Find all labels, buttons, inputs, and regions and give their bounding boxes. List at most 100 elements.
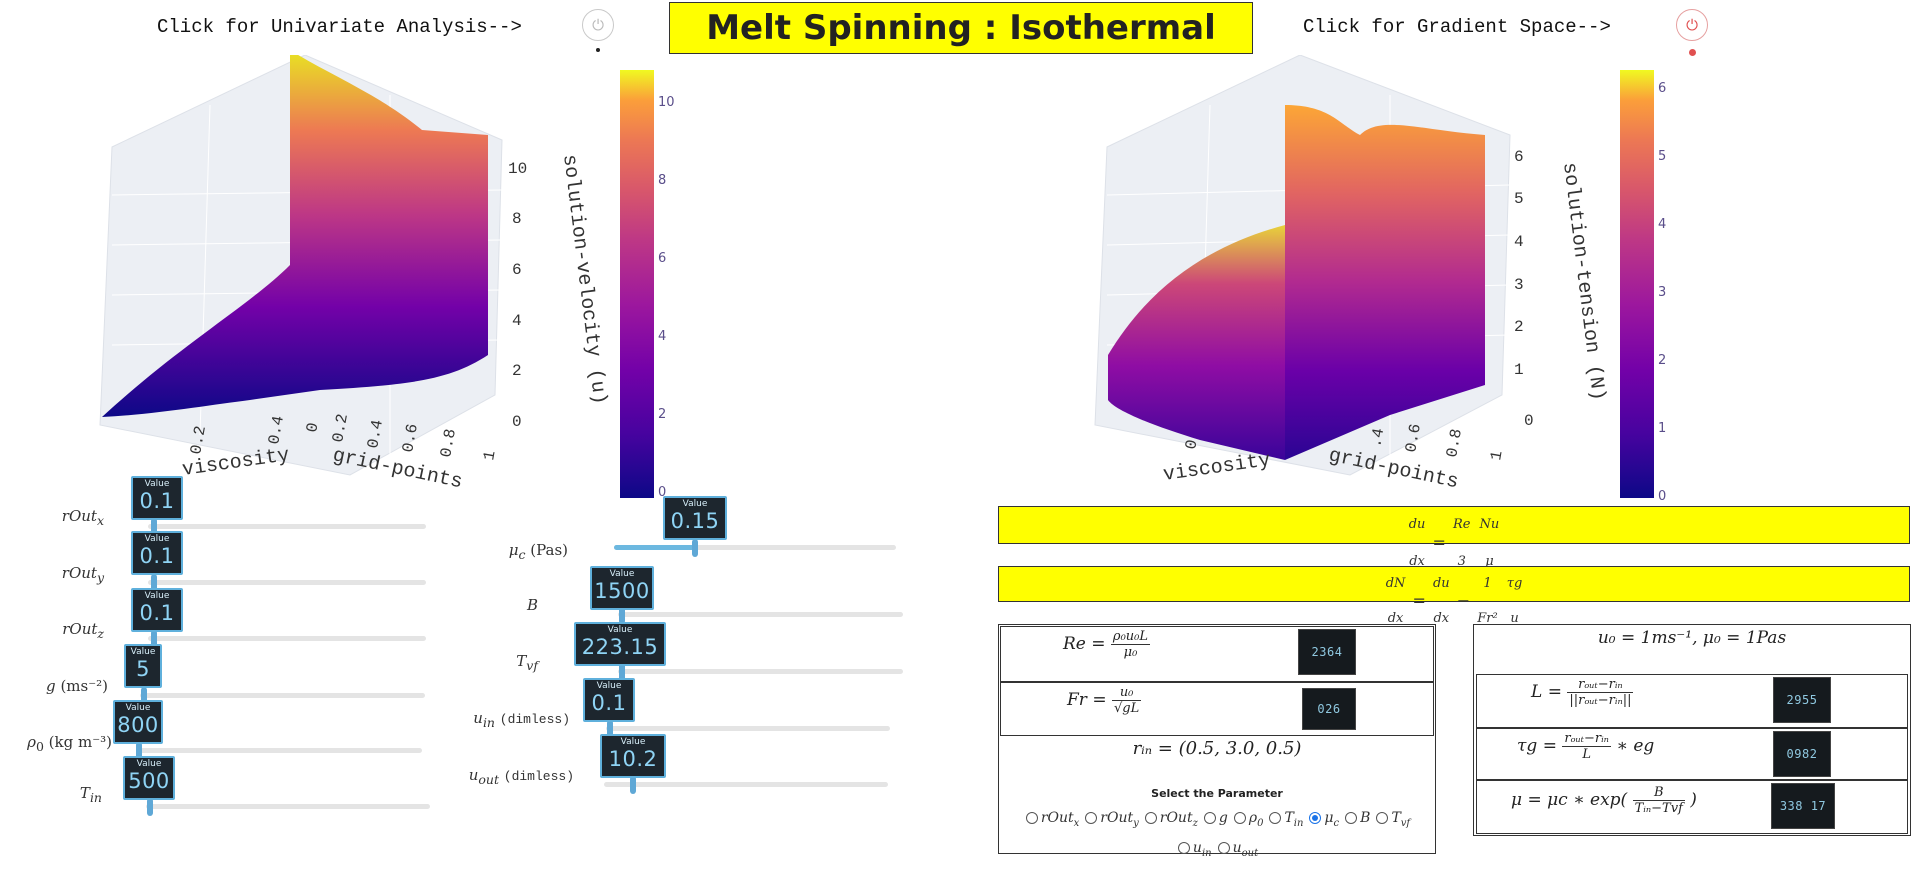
slider-handle[interactable] <box>151 574 157 592</box>
reference-values-panel <box>1473 624 1911 836</box>
tension-surface-plot[interactable]: 6 5 4 3 2 1 0 0 .4 0.6 0.8 1 viscosity g… <box>1090 55 1690 500</box>
gradient-toggle-button[interactable]: ⏻ <box>1676 9 1708 41</box>
reynolds-row: Re = ρ₀u₀L μ₀ 2364 <box>1000 626 1434 682</box>
slider-handle[interactable] <box>136 742 142 760</box>
reference-values-text: u₀ = 1ms⁻¹, μ₀ = 1Pas <box>1597 628 1787 648</box>
slider-label: Tvf <box>516 652 538 673</box>
z-tick: 0 <box>512 413 522 431</box>
slider-handle[interactable] <box>630 776 636 794</box>
radio-button[interactable] <box>1217 841 1230 854</box>
radio-button[interactable] <box>1269 812 1282 824</box>
colorbar <box>1620 70 1654 498</box>
page-title: Melt Spinning : Isothermal <box>669 2 1253 54</box>
radio-button[interactable] <box>1309 812 1322 824</box>
tau-value-display: 0982 <box>1773 731 1831 777</box>
x-tick: 0.4 <box>265 414 288 446</box>
r-in-text: rᵢₙ = (0.5, 3.0, 0.5) <box>1132 738 1302 759</box>
velocity-surface-plot[interactable]: 10 8 6 4 2 0 0.2 0.4 0 0.2 0.4 0.6 0.8 1… <box>90 55 690 500</box>
slider-track[interactable] <box>618 669 903 674</box>
tension-ode-equation: dN dx = du dx − 1 Fr² τg u <box>998 566 1910 626</box>
univariate-toggle-button[interactable]: ⏻ <box>582 9 614 41</box>
option-label: rOut <box>1040 810 1074 826</box>
slider-track[interactable] <box>606 726 890 731</box>
radio-button[interactable] <box>1203 812 1216 824</box>
parameter-option[interactable]: ρ0 <box>1230 810 1264 829</box>
slider-handle[interactable] <box>619 606 625 624</box>
slider-track[interactable] <box>140 693 425 698</box>
z-tick: 4 <box>1514 233 1524 251</box>
univariate-analysis-link[interactable]: Click for Univariate Analysis--> <box>157 16 522 38</box>
y-tick: .4 <box>1367 427 1388 449</box>
parameter-option[interactable]: B <box>1341 810 1370 826</box>
slider-label: ρ0 (kg m⁻³) <box>27 733 112 754</box>
value-display: Value 800 <box>113 700 163 744</box>
value-display: Value 0.1 <box>583 678 635 722</box>
slider-handle[interactable] <box>692 539 698 557</box>
value-display: Value 0.15 <box>663 496 727 540</box>
option-label: u <box>1192 839 1202 856</box>
y-tick: 0 <box>303 421 322 434</box>
dimensionless-numbers-panel <box>998 624 1436 854</box>
option-label: rOut <box>1159 810 1193 826</box>
colorbar-tick: 6 <box>1658 81 1666 96</box>
tau-formula: τg = rₒᵤₜ−rᵢₙ L ∗ eg <box>1517 731 1655 762</box>
slider-handle[interactable] <box>619 663 625 681</box>
radio-button[interactable] <box>1177 841 1190 854</box>
radio-button[interactable] <box>1085 812 1098 824</box>
parameter-option[interactable]: g <box>1200 810 1228 826</box>
option-label: g <box>1218 810 1228 826</box>
parameter-option[interactable]: rOutx <box>1022 810 1080 829</box>
option-subscript: in <box>1201 847 1212 859</box>
colorbar-tick: 2 <box>658 407 666 422</box>
viscosity-formula: μ = μc ∗ exp( B Tᵢₙ−Tvf ) <box>1511 785 1697 816</box>
parameter-radio-group[interactable]: rOutx rOuty rOutz g ρ0 Tin μc B Tvf uin uout <box>1002 806 1432 866</box>
parameter-option[interactable]: uout <box>1214 839 1259 859</box>
z-tick: 6 <box>1514 148 1524 166</box>
slider-track[interactable] <box>146 804 430 809</box>
parameter-option[interactable]: rOuty <box>1081 810 1139 829</box>
radio-button[interactable] <box>1376 812 1389 824</box>
slider-handle[interactable] <box>151 630 157 648</box>
froude-row: Fr = u₀ √gL 026 <box>1000 682 1434 736</box>
parameter-option[interactable]: Tvf <box>1372 810 1410 829</box>
value-display: Value 223.15 <box>574 622 666 666</box>
slider-track[interactable] <box>614 545 896 550</box>
slider-track[interactable] <box>618 612 903 617</box>
colorbar <box>620 70 654 498</box>
parameter-option[interactable]: uin <box>1174 839 1212 859</box>
z-axis-ticks: 10 8 6 4 2 0 <box>508 160 527 431</box>
slider-handle[interactable] <box>141 687 147 705</box>
option-subscript: z <box>1192 817 1198 829</box>
parameter-option[interactable]: rOutz <box>1141 810 1198 829</box>
parameter-option[interactable]: μc <box>1305 810 1339 829</box>
option-label: u <box>1232 839 1242 856</box>
toggle-indicator-dot <box>1689 49 1696 56</box>
radio-button[interactable] <box>1233 812 1246 824</box>
option-subscript: out <box>1241 847 1259 859</box>
power-icon: ⏻ <box>592 16 604 34</box>
y-tick: 0.8 <box>437 427 460 459</box>
radio-button[interactable] <box>1345 812 1358 824</box>
colorbar-tick: 2 <box>1658 353 1666 368</box>
slider-track[interactable] <box>136 748 422 753</box>
slider-handle[interactable] <box>607 720 613 738</box>
option-subscript: 0 <box>1257 817 1264 829</box>
z-tick: 4 <box>512 312 522 330</box>
radio-button[interactable] <box>1025 812 1038 824</box>
colorbar-tick: 1 <box>1658 421 1666 436</box>
slider-track[interactable] <box>148 636 426 641</box>
reynolds-formula: Re = ρ₀u₀L μ₀ <box>1063 629 1150 660</box>
slider-handle[interactable] <box>151 518 157 536</box>
radio-button[interactable] <box>1144 812 1157 824</box>
gradient-space-link[interactable]: Click for Gradient Space--> <box>1303 16 1611 38</box>
slider-track[interactable] <box>148 524 426 529</box>
slider-handle[interactable] <box>147 798 153 816</box>
z-tick: 5 <box>1514 190 1524 208</box>
slider-track[interactable] <box>148 580 426 585</box>
y-axis-ticks: 0 0.2 0.4 0.6 0.8 1 <box>303 412 499 462</box>
option-subscript: x <box>1073 817 1080 829</box>
parameter-option[interactable]: Tin <box>1265 810 1303 829</box>
slider-label: Tin <box>79 784 102 805</box>
slider-track[interactable] <box>604 782 888 787</box>
value-display: Value 500 <box>123 756 175 800</box>
